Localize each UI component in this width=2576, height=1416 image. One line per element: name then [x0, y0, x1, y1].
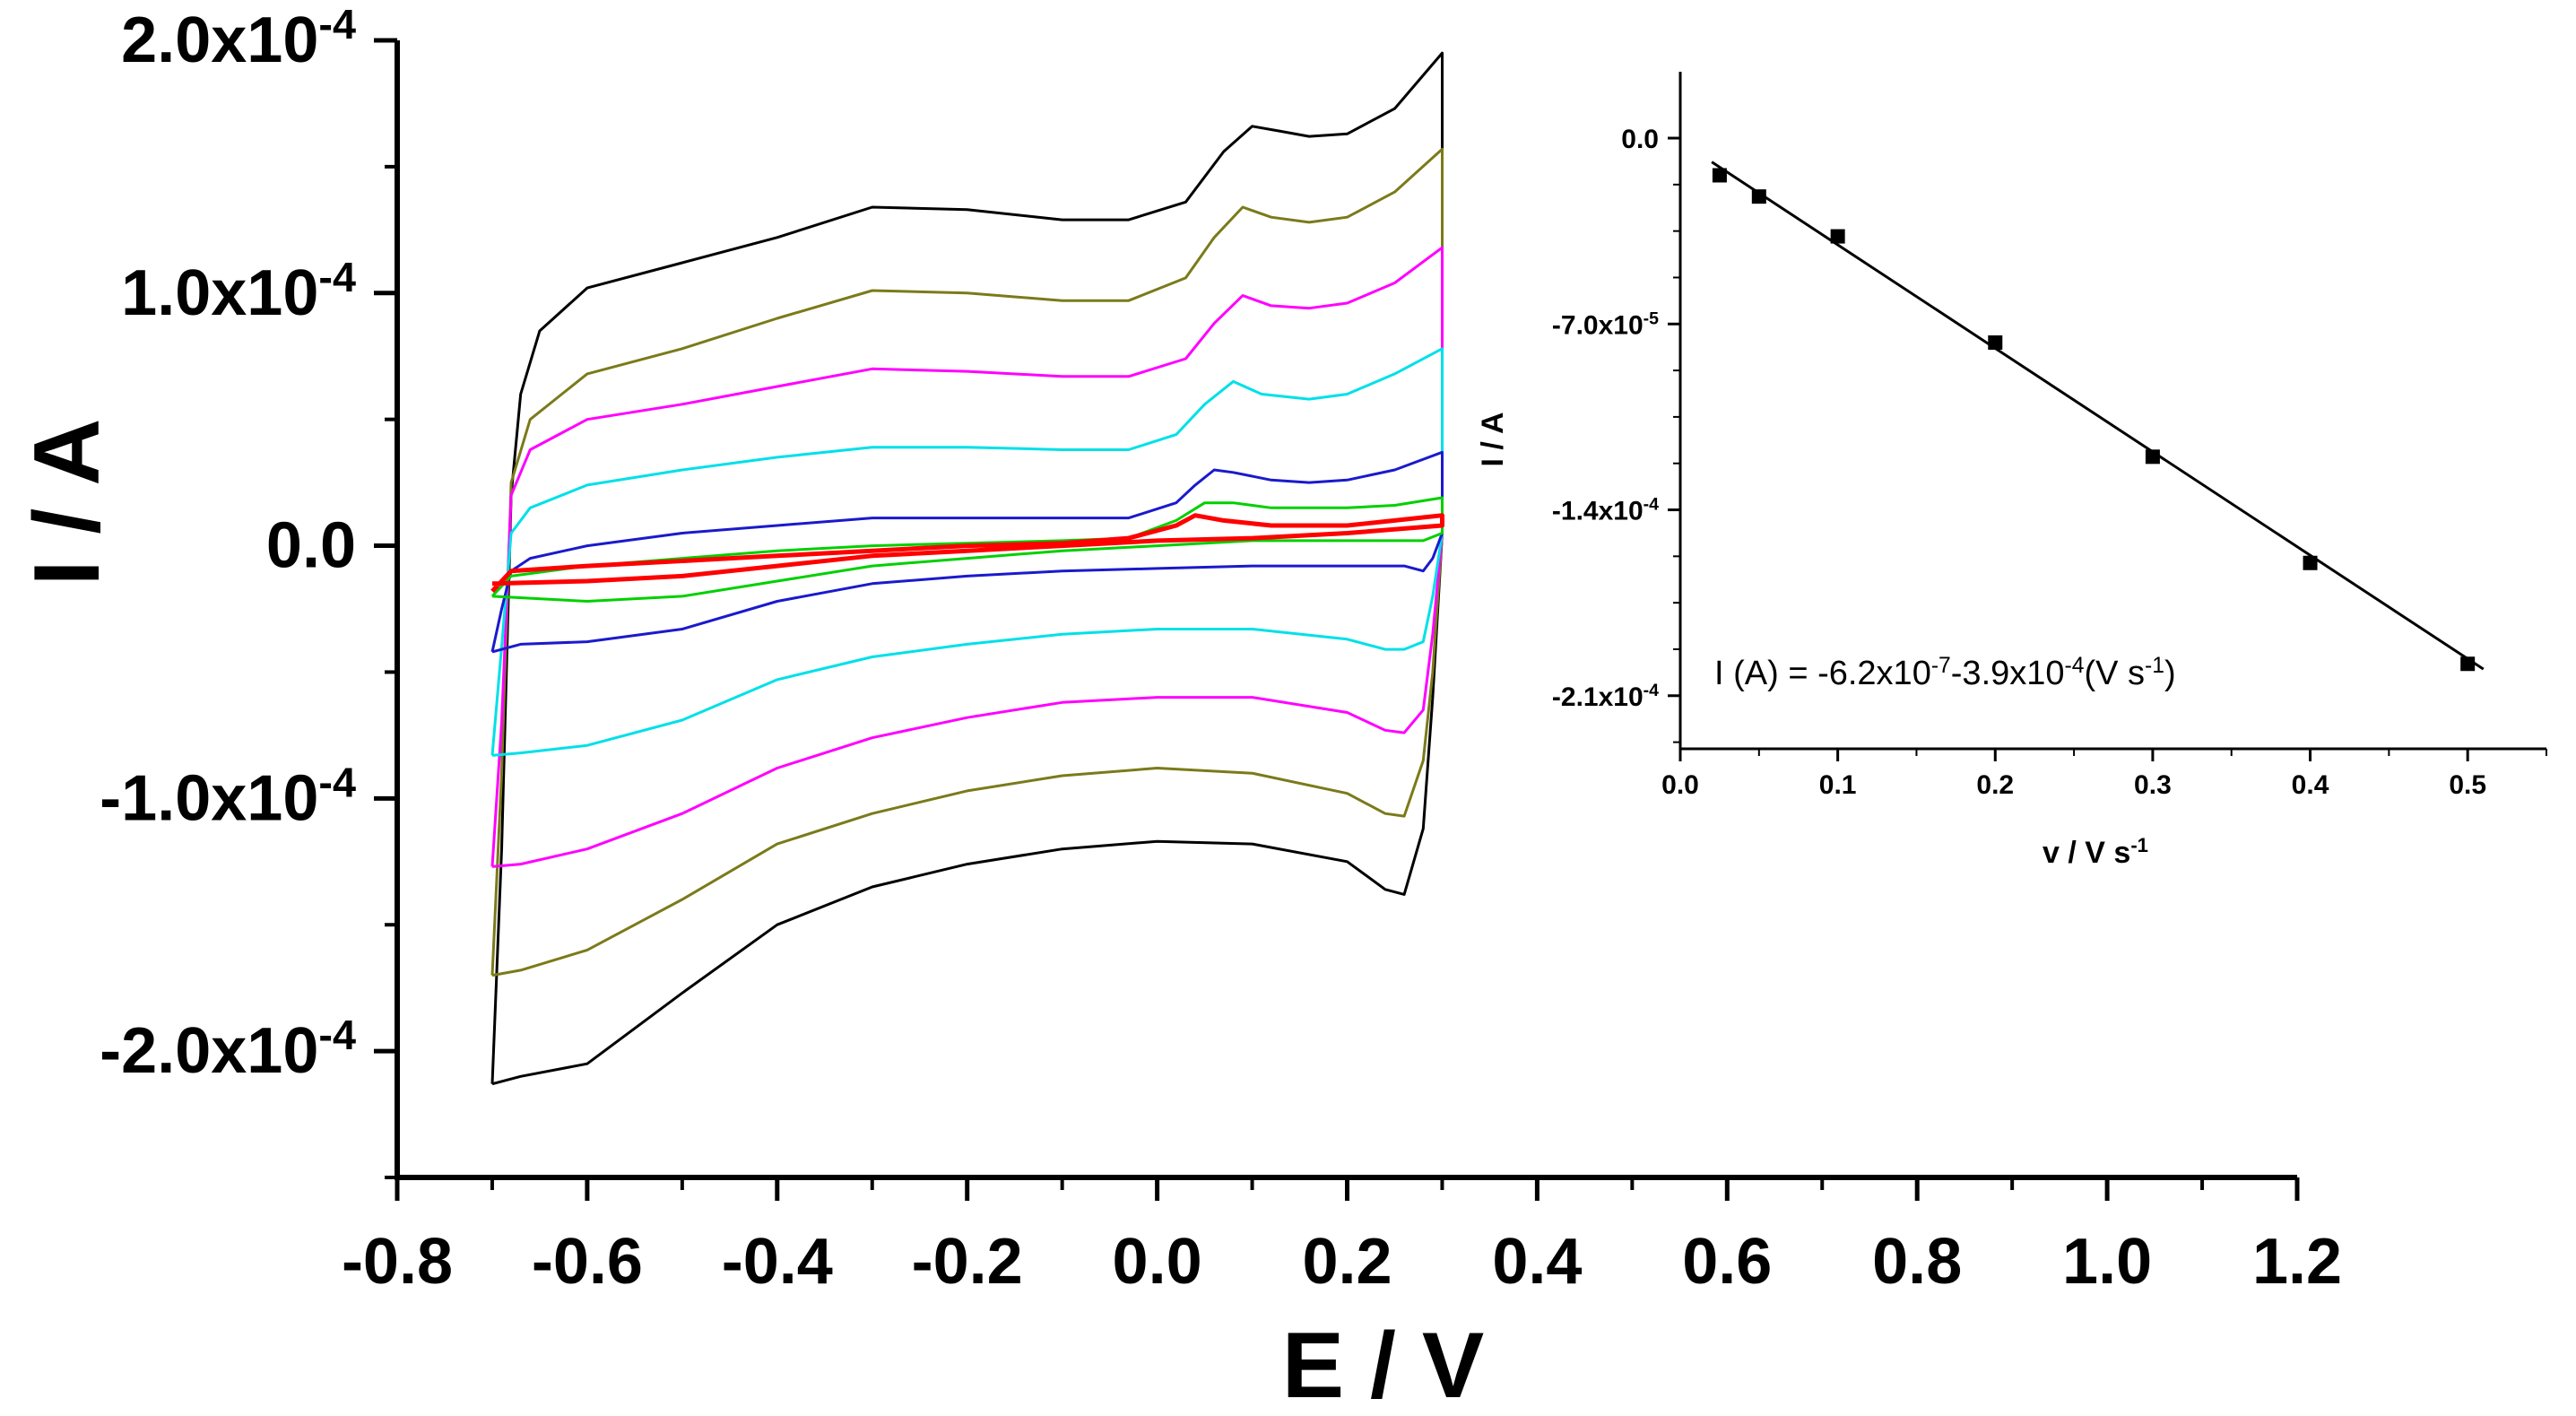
x-tick-label: 0.6 — [1682, 1226, 1772, 1298]
x-tick-label: -0.6 — [532, 1226, 643, 1298]
inset-y-tick-exponent: -4 — [1644, 681, 1659, 700]
y-tick-mantissa: 0.0 — [266, 510, 356, 582]
cv-curve — [490, 51, 1444, 1086]
y-tick-mantissa: -2.0x10 — [100, 1015, 318, 1087]
y-tick-exponent: -4 — [318, 1012, 356, 1058]
fit-equation: I (A) = -6.2x10-7-3.9x10-4(V s-1) — [1714, 654, 2176, 693]
inset-data-point — [1830, 229, 1845, 244]
inset-y-tick-mantissa: -1.4x10 — [1552, 497, 1644, 526]
y-tick-label: -1.0x10-4 — [100, 759, 356, 834]
y-tick-exponent: -4 — [318, 759, 356, 805]
x-tick-label: 0.2 — [1302, 1226, 1392, 1298]
inset-x-tick-label: 0.3 — [2134, 770, 2172, 800]
inset-x-title-text: v / V s — [2043, 836, 2130, 870]
y-tick-mantissa: 1.0x10 — [121, 257, 318, 329]
y-tick-exponent: -4 — [318, 1, 356, 48]
y-tick-mantissa: 2.0x10 — [121, 4, 318, 76]
x-tick-label: 0.8 — [1872, 1226, 1962, 1298]
inset-y-tick-mantissa: -2.1x10 — [1552, 682, 1644, 712]
inset-data-point — [1988, 335, 2003, 350]
y-tick-exponent: -4 — [318, 254, 356, 300]
main-plot: -0.8 -0.6 -0.4 -0.2 0.0 0.2 0.4 0.6 0.8 1.0 1.2 2.0… — [15, 1, 2342, 1416]
inset-x-title-sup: -1 — [2130, 834, 2148, 856]
inset-x-tick-label: 0.1 — [1819, 770, 1857, 800]
x-tick-label: 1.2 — [2252, 1226, 2342, 1298]
inset-y-tick-mantissa: -7.0x10 — [1552, 310, 1644, 340]
x-tick-label: -0.2 — [912, 1226, 1023, 1298]
inset-x-tick-label: 0.5 — [2449, 770, 2486, 800]
x-tick-label: -0.8 — [342, 1226, 453, 1298]
y-tick-label: 1.0x10-4 — [121, 254, 356, 329]
x-axis-title: E / V — [1282, 1314, 1484, 1416]
x-tick-label: 1.0 — [2062, 1226, 2152, 1298]
inset-plot: 0.0 0.1 0.2 0.3 0.4 0.50.0-7.0x10-5-1.4x10-4-… — [1476, 72, 2547, 871]
cv-curve — [490, 513, 1444, 594]
fit-equation-part: -1 — [2145, 654, 2164, 678]
inset-y-tick-exponent: -5 — [1644, 308, 1659, 328]
fit-equation-part: -3.9x10 — [1951, 655, 2065, 692]
y-tick-label: -2.0x10-4 — [100, 1012, 356, 1087]
x-tick-label: 0.4 — [1492, 1226, 1582, 1298]
cv-curve — [490, 246, 1444, 868]
inset-y-tick-label: -7.0x10-5 — [1552, 308, 1659, 340]
inset-y-tick-label: -2.1x10-4 — [1552, 681, 1659, 712]
inset-fit-line — [1711, 161, 2485, 671]
inset-data-point — [1751, 189, 1766, 204]
fit-equation-part: (V s — [2084, 655, 2145, 692]
inset-data-point — [2460, 656, 2476, 672]
cv-curve — [490, 450, 1444, 654]
inset-data-point — [1712, 168, 1727, 183]
inset-y-tick-mantissa: 0.0 — [1621, 125, 1659, 154]
y-tick-mantissa: -1.0x10 — [100, 762, 318, 834]
fit-equation-part: -7 — [1931, 654, 1951, 678]
cv-curve — [490, 147, 1444, 977]
fit-equation-part: -4 — [2065, 654, 2085, 678]
inset-x-axis-title: v / V s-1 — [2043, 834, 2148, 871]
inset-x-tick-label: 0.0 — [1661, 770, 1699, 800]
inset-x-tick-label: 0.4 — [2292, 770, 2329, 800]
inset-data-point — [2145, 449, 2160, 465]
cv-curve — [490, 496, 1444, 603]
y-tick-label: 2.0x10-4 — [121, 1, 356, 76]
inset-y-axis-title: I / A — [1476, 412, 1510, 466]
fit-equation-part: ) — [2164, 655, 2176, 692]
y-tick-label: 0.0 — [266, 510, 356, 582]
inset-x-tick-label: 0.2 — [1976, 770, 2014, 800]
inset-y-tick-label: -1.4x10-4 — [1552, 495, 1659, 526]
inset-y-tick-exponent: -4 — [1644, 495, 1659, 515]
cv-curve — [490, 347, 1444, 757]
x-tick-label: 0.0 — [1113, 1226, 1202, 1298]
inset-data-point — [2303, 555, 2318, 570]
inset-y-tick-label: 0.0 — [1621, 125, 1659, 154]
y-axis-title: I / A — [15, 419, 119, 586]
x-tick-label: -0.4 — [722, 1226, 833, 1298]
fit-equation-part: I (A) = -6.2x10 — [1714, 655, 1931, 692]
